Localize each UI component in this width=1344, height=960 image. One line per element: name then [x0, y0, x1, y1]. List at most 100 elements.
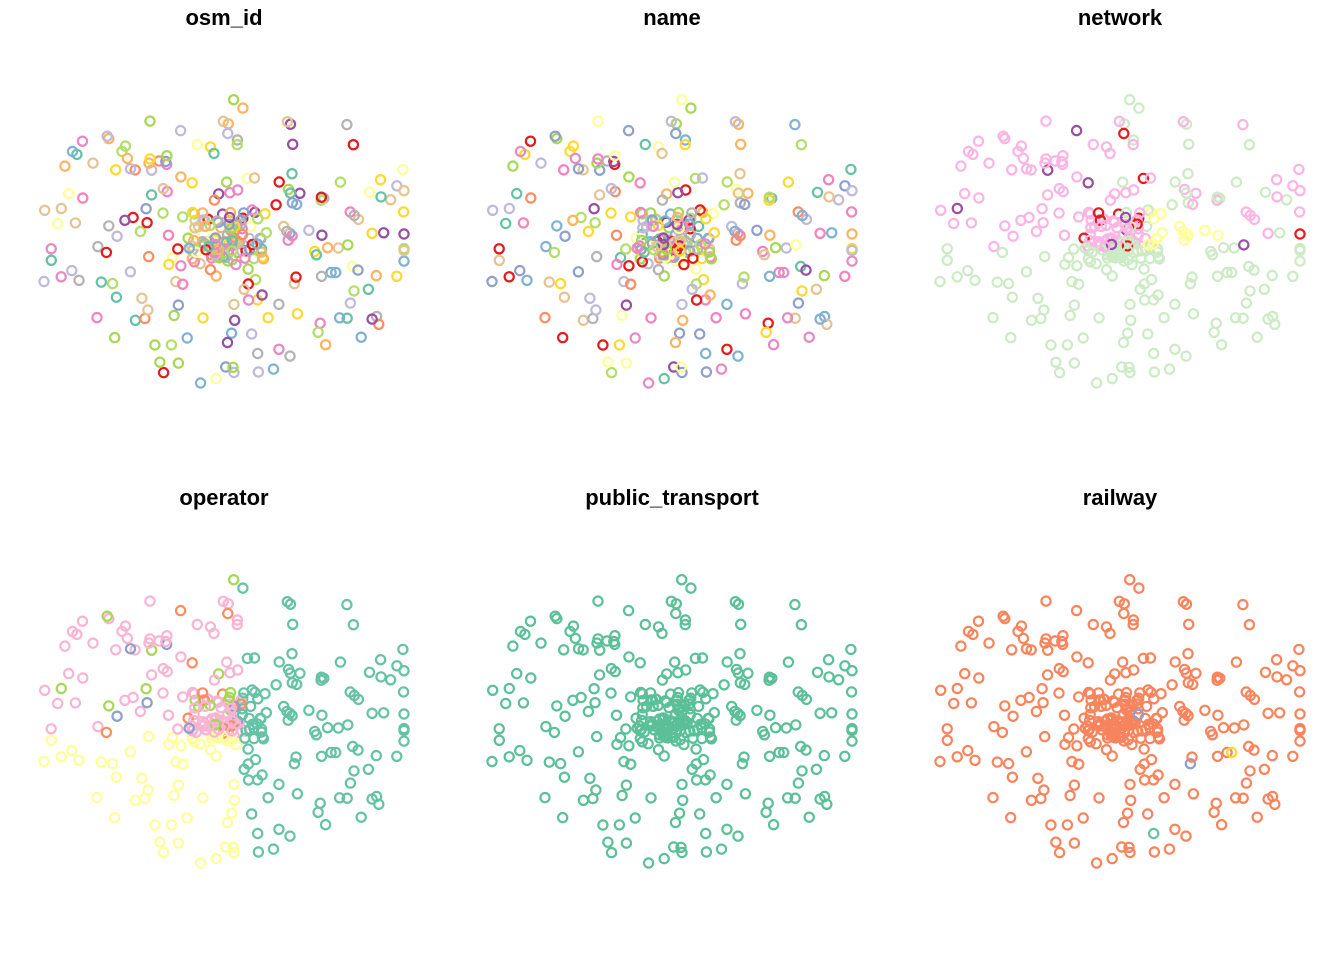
station-point: [1215, 339, 1228, 351]
station-point: [176, 758, 189, 770]
station-point: [1071, 651, 1083, 663]
station-point: [238, 763, 250, 776]
station-point: [1225, 746, 1238, 759]
station-point: [209, 718, 222, 731]
station-point: [119, 140, 132, 152]
station-point: [1229, 792, 1242, 804]
station-point: [605, 366, 618, 379]
station-point: [1169, 343, 1181, 355]
station-point: [665, 115, 678, 128]
station-point: [551, 700, 563, 712]
station-point: [1147, 347, 1160, 360]
station-point: [700, 846, 713, 858]
station-point: [145, 164, 158, 176]
station-point: [287, 618, 299, 631]
station-point: [87, 157, 99, 169]
station-point: [1041, 669, 1054, 681]
station-point: [677, 794, 689, 807]
station-point: [710, 312, 722, 324]
station-point: [790, 719, 802, 731]
station-point: [348, 765, 360, 777]
station-point: [1056, 635, 1068, 648]
station-point: [507, 640, 519, 652]
station-point: [997, 610, 1009, 622]
station-point: [677, 314, 689, 326]
station-point: [1134, 283, 1146, 295]
station-point: [969, 274, 981, 286]
station-point: [645, 792, 657, 804]
station-point: [1087, 618, 1100, 631]
station-point: [1187, 308, 1200, 320]
station-point: [686, 763, 698, 776]
station-point: [782, 656, 795, 668]
station-point: [157, 207, 169, 219]
station-point: [1064, 789, 1076, 802]
station-point: [846, 228, 858, 240]
station-point: [764, 709, 776, 721]
station-point: [685, 102, 697, 114]
points-group: [934, 93, 1306, 389]
station-point: [121, 152, 134, 165]
station-point: [341, 312, 353, 324]
station-point: [95, 276, 108, 288]
station-point: [679, 134, 692, 146]
station-point: [657, 232, 670, 244]
station-point: [736, 758, 749, 770]
station-point: [675, 361, 687, 373]
station-point: [203, 720, 215, 733]
station-point: [644, 687, 657, 699]
station-point: [1138, 743, 1150, 755]
station-point: [39, 204, 51, 216]
station-point: [1119, 698, 1131, 711]
station-point: [165, 339, 178, 351]
station-point: [77, 672, 89, 684]
station-point: [157, 366, 170, 379]
station-point: [1059, 738, 1071, 751]
station-point: [814, 313, 826, 325]
station-point: [1090, 738, 1102, 750]
station-point: [1294, 665, 1306, 677]
station-point: [375, 671, 387, 683]
station-point: [273, 778, 285, 791]
station-point: [1005, 811, 1017, 824]
station-point: [62, 667, 75, 680]
station-point: [1133, 212, 1145, 224]
station-point: [1243, 619, 1256, 631]
station-point: [951, 751, 963, 763]
station-point: [196, 207, 209, 219]
station-point: [611, 258, 623, 271]
station-point: [246, 718, 258, 731]
station-point: [237, 692, 249, 704]
station-point: [1040, 153, 1052, 165]
station-point: [1050, 356, 1062, 368]
station-point: [208, 147, 220, 160]
station-point: [1017, 152, 1030, 165]
station-point: [846, 255, 858, 267]
station-point: [330, 266, 342, 279]
station-point: [100, 246, 113, 259]
station-point: [1068, 779, 1081, 791]
station-point: [286, 648, 298, 660]
station-point: [941, 723, 953, 735]
station-point: [803, 331, 815, 343]
station-point: [186, 177, 198, 189]
station-point: [1025, 164, 1037, 176]
station-point: [341, 792, 353, 804]
station-point: [814, 793, 826, 805]
station-point: [1068, 243, 1080, 255]
station-point: [1041, 164, 1054, 176]
station-point: [845, 643, 857, 656]
points-group: [934, 574, 1306, 869]
station-point: [226, 245, 238, 257]
station-point: [764, 229, 776, 241]
station-point: [191, 618, 203, 631]
panel-title: name: [643, 5, 700, 30]
station-point: [676, 298, 688, 311]
station-point: [384, 674, 397, 686]
station-point: [110, 291, 123, 303]
station-point: [514, 264, 526, 277]
station-point: [291, 308, 304, 320]
station-point: [590, 784, 602, 796]
station-point: [548, 726, 561, 739]
station-point: [796, 285, 808, 297]
